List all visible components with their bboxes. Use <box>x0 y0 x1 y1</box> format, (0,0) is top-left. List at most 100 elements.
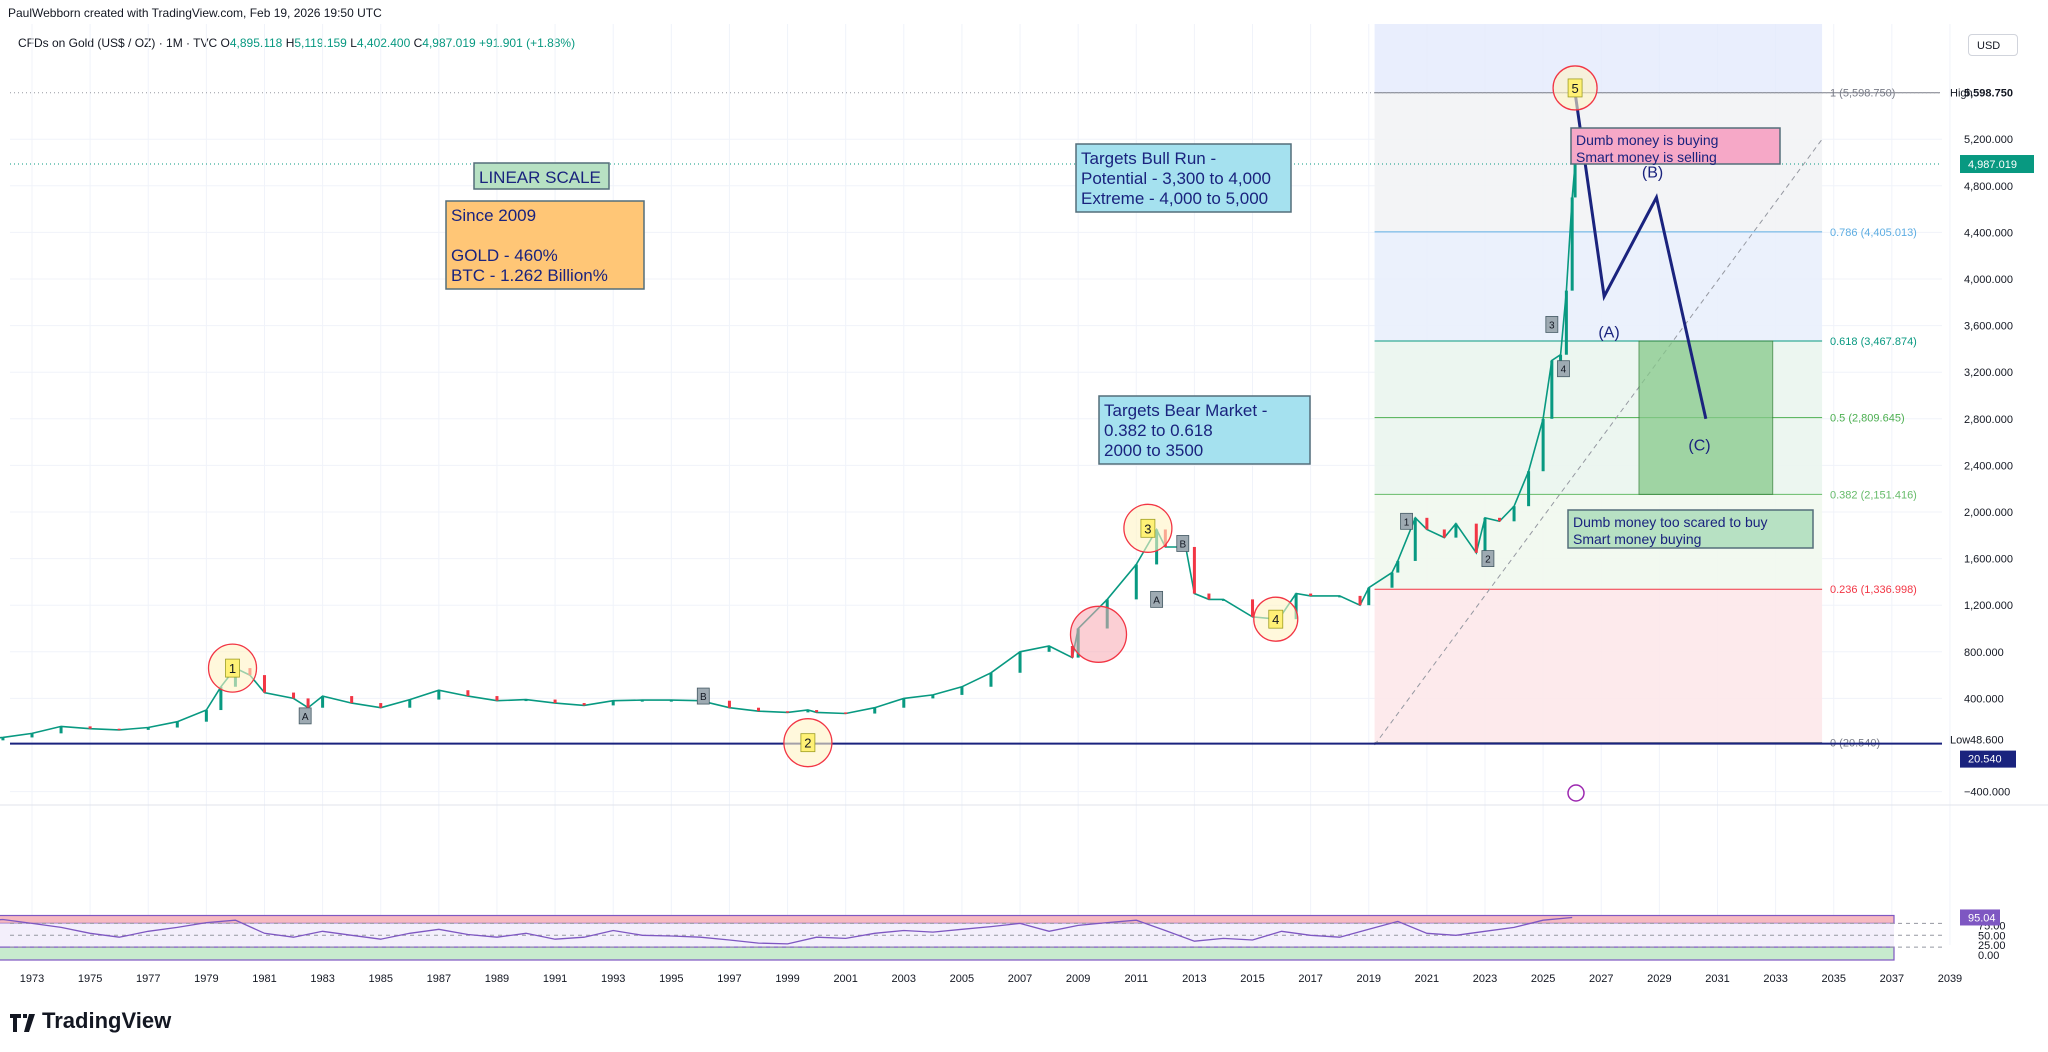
grid-lines <box>10 24 1951 945</box>
wave-label-1: 1 <box>229 661 236 676</box>
fib-level-label: 1 (5,598.750) <box>1830 88 1895 100</box>
subwave-label-B: B <box>1179 539 1186 550</box>
bottom-money-note-bg <box>1567 509 1814 549</box>
time-tick: 1983 <box>310 973 334 985</box>
rsi-tick: 25.00 <box>1978 940 2006 952</box>
price-tick: 1,600.000 <box>1964 554 2013 566</box>
tradingview-logo[interactable]: TradingView <box>10 1008 171 1034</box>
fib-zone <box>1374 589 1823 743</box>
ohlc-open: O4,895.118 <box>220 36 283 50</box>
candle <box>146 727 150 730</box>
currency-selector[interactable]: USD <box>1968 34 2018 56</box>
time-tick: 1991 <box>543 973 567 985</box>
time-tick: 2001 <box>833 973 857 985</box>
price-tick: 3,600.000 <box>1964 321 2013 333</box>
candle <box>292 692 296 699</box>
candle <box>1559 354 1563 361</box>
candle <box>1207 593 1211 600</box>
wave-badge <box>1140 518 1156 538</box>
candle <box>204 710 208 722</box>
since-2009-note-bg <box>445 200 645 290</box>
price-tick: 3,200.000 <box>1964 367 2013 379</box>
high-tag-value: 5,598.750 <box>1964 88 2013 100</box>
candle <box>466 690 470 697</box>
candle <box>1396 560 1400 573</box>
candle <box>1294 593 1298 620</box>
symbol-legend[interactable]: CFDs on Gold (US$ / OZ) · 1M · TVC O4,89… <box>18 36 575 50</box>
bull-targets-note-bg <box>1075 143 1292 213</box>
bull-targets-note-line: Extreme - 4,000 to 5,000 <box>1081 189 1268 208</box>
subwave-label-B: B <box>700 692 707 703</box>
time-tick: 2031 <box>1705 973 1729 985</box>
subwave-badge <box>1400 512 1413 530</box>
candle <box>844 712 848 714</box>
wave-markers: 1 2 3 4 5 <box>207 65 1598 768</box>
rsi-line <box>0 916 1573 945</box>
fib-zone-top <box>1374 24 1823 93</box>
breakout-circle <box>1069 605 1128 663</box>
rsi-value-tag-text: 95.04 <box>1968 912 1996 924</box>
rsi-overbought-zone <box>0 914 1895 925</box>
wave-badge <box>225 658 240 678</box>
candle <box>1390 572 1394 588</box>
high-tag-label: High <box>1950 88 1973 100</box>
candle <box>1573 164 1577 198</box>
price-axis: 5,200.000 4,800.000 4,400.000 4,000.000 3,60… <box>1950 88 2034 799</box>
wave-badge <box>1567 78 1583 98</box>
candle <box>1442 529 1446 538</box>
candle <box>1483 517 1487 553</box>
low-tag-label: Low <box>1950 734 1970 746</box>
bear-targets-note: Targets Bear Market -0.382 to 0.6182000 … <box>1098 395 1311 465</box>
top-money-note-bg <box>1570 127 1781 165</box>
low-tag-value: 48.600 <box>1970 734 2004 746</box>
bear-targets-note-line: 2000 to 3500 <box>1104 441 1203 460</box>
price-tick: 800.000 <box>1964 647 2004 659</box>
candle <box>553 699 557 704</box>
price-tick: 5,200.000 <box>1964 134 2013 146</box>
fib-level-label: 0.618 (3,467.874) <box>1830 336 1917 348</box>
candle <box>1512 506 1516 522</box>
last-price-tag-value: 4,987.019 <box>1968 159 2017 171</box>
candle <box>582 703 586 706</box>
rsi-value-tag <box>1960 909 2000 926</box>
bull-targets-note: Targets Bull Run -Potential - 3,300 to 4… <box>1075 143 1292 213</box>
price-tick: 2,800.000 <box>1964 414 2013 426</box>
candle <box>219 686 223 711</box>
candle <box>88 726 92 729</box>
wave-label-4: 4 <box>1272 612 1279 627</box>
price-tick: 4,400.000 <box>1964 227 2013 239</box>
candle <box>960 686 964 695</box>
rsi-oversold-zone <box>0 946 1895 961</box>
subwave-label-4: 4 <box>1561 365 1567 376</box>
subwave-label-2: 2 <box>1485 555 1491 566</box>
candle <box>59 726 63 734</box>
candle <box>1 737 5 741</box>
time-tick: 2027 <box>1589 973 1613 985</box>
candle <box>1498 517 1502 522</box>
candle <box>1541 418 1545 472</box>
fib-level-label: 0.382 (2,151.416) <box>1830 489 1917 501</box>
candle <box>640 700 644 702</box>
time-tick: 2009 <box>1066 973 1090 985</box>
time-tick: 1977 <box>136 973 160 985</box>
projection-label-C: (C) <box>1688 437 1710 454</box>
fib-level-label: 0.786 (4,405.013) <box>1830 227 1917 239</box>
subwave-label-1: 1 <box>1404 517 1410 528</box>
time-tick: 2007 <box>1008 973 1032 985</box>
subwave-label-A: A <box>302 712 309 723</box>
candle <box>1134 564 1138 600</box>
bottom-money-note-line: Dumb money too scared to buy <box>1573 514 1768 530</box>
bear-targets-note-line: 0.382 to 0.618 <box>1104 421 1213 440</box>
candle <box>350 696 354 704</box>
fib-level-label: 0.5 (2,809.645) <box>1830 413 1905 425</box>
subwave-badge <box>696 687 710 705</box>
rsi-tick: 50.00 <box>1978 930 2006 942</box>
candle <box>1251 599 1255 617</box>
candle <box>1527 471 1531 507</box>
bull-targets-note-line: Potential - 3,300 to 4,000 <box>1081 169 1271 188</box>
since-2009-note: Since 2009 GOLD - 460%BTC - 1.262 Billion… <box>445 200 645 290</box>
